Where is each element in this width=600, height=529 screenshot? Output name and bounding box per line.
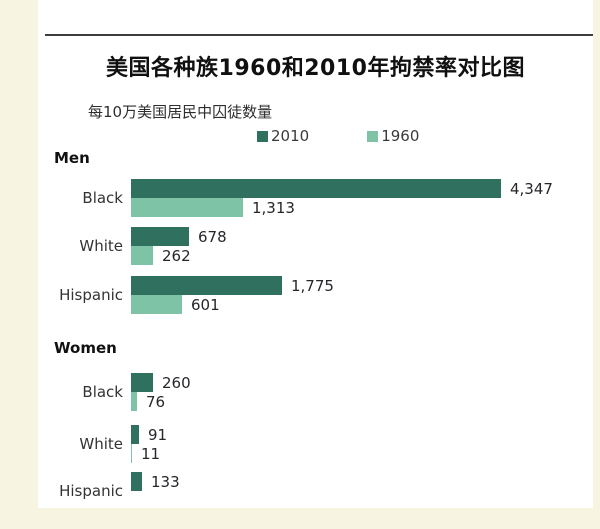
barline-1960: 1,313 <box>131 198 553 217</box>
value-label: 1,313 <box>252 198 295 217</box>
barline-2010: 91 <box>131 425 167 444</box>
barline-2010: 133 <box>131 472 180 491</box>
value-label: 133 <box>151 472 180 491</box>
bar-pair: 678 262 <box>131 227 227 265</box>
bar-row-men-black: Black 4,347 1,313 <box>38 179 593 217</box>
value-label: 76 <box>146 392 166 411</box>
category-label: Black <box>82 383 123 401</box>
bar-2010 <box>131 276 282 295</box>
bar-2010 <box>131 179 501 198</box>
barline-2010: 678 <box>131 227 227 246</box>
legend-item-1960: 1960 <box>367 127 419 145</box>
legend-item-2010: 2010 <box>257 127 309 145</box>
legend-swatch-icon <box>257 130 268 142</box>
category-label: White <box>79 237 123 255</box>
value-label: 262 <box>162 246 191 265</box>
bar-2010 <box>131 227 189 246</box>
value-label: 678 <box>198 227 227 246</box>
group-label-women: Women <box>54 339 117 357</box>
value-label: 11 <box>141 444 161 463</box>
legend-label: 2010 <box>271 127 310 145</box>
bar-pair: 260 76 <box>131 373 191 411</box>
bar-2010 <box>131 373 153 392</box>
bar-2010 <box>131 472 142 491</box>
bar-2010 <box>131 425 139 444</box>
bar-1960 <box>131 392 137 411</box>
bar-row-women-white: White 91 11 <box>38 425 593 463</box>
barline-1960: 262 <box>131 246 227 265</box>
chart-panel: 美国各种族1960和2010年拘禁率对比图 每10万美国居民中囚徒数量 2010… <box>38 0 593 508</box>
category-label: White <box>79 435 123 453</box>
bar-pair: 1,775 601 <box>131 276 334 314</box>
bar-pair: 4,347 1,313 <box>131 179 553 217</box>
legend-label: 1960 <box>381 127 420 145</box>
group-label-men: Men <box>54 149 90 167</box>
barline-1960: 76 <box>131 392 191 411</box>
value-label: 260 <box>162 373 191 392</box>
value-label: 4,347 <box>510 179 553 198</box>
category-label: Hispanic <box>59 482 123 500</box>
value-label: 1,775 <box>291 276 334 295</box>
chart-subtitle: 每10万美国居民中囚徒数量 <box>88 103 273 121</box>
barline-1960: 11 <box>131 444 167 463</box>
bar-row-women-black: Black 260 76 <box>38 373 593 411</box>
chart-legend: 2010 1960 <box>257 127 419 145</box>
top-divider <box>45 34 593 36</box>
barline-2010: 1,775 <box>131 276 334 295</box>
legend-swatch-icon <box>367 130 379 142</box>
bar-row-women-hispanic: Hispanic 133 <box>38 472 593 510</box>
value-label: 91 <box>148 425 168 444</box>
bar-1960 <box>131 295 182 314</box>
value-label: 601 <box>191 295 220 314</box>
category-label: Hispanic <box>59 286 123 304</box>
barline-2010: 260 <box>131 373 191 392</box>
bar-pair: 133 <box>131 472 180 491</box>
bar-row-men-white: White 678 262 <box>38 227 593 265</box>
category-label: Black <box>82 189 123 207</box>
barline-1960: 601 <box>131 295 334 314</box>
bar-chart: Men Black 4,347 1,313 White 678 262 Hispanic 1,7… <box>38 0 593 508</box>
barline-2010: 4,347 <box>131 179 553 198</box>
bar-1960 <box>131 444 132 463</box>
bar-pair: 91 11 <box>131 425 167 463</box>
chart-title: 美国各种族1960和2010年拘禁率对比图 <box>106 56 525 81</box>
bar-1960 <box>131 198 243 217</box>
bar-row-men-hispanic: Hispanic 1,775 601 <box>38 276 593 314</box>
bar-1960 <box>131 246 153 265</box>
